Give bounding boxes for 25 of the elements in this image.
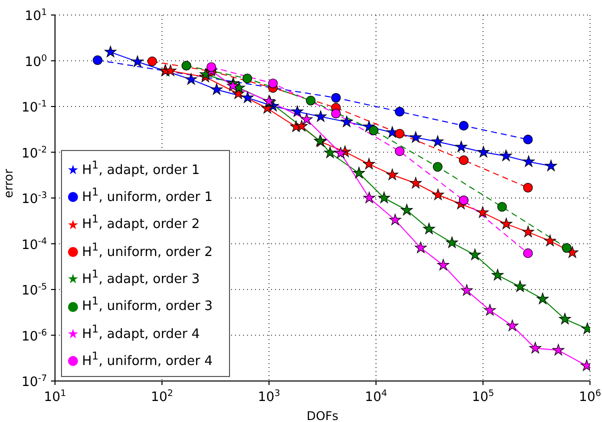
legend-label: H$^{1}$, adapt, order 1	[82, 158, 200, 178]
y-tick-label: 10$^{-7}$	[21, 374, 47, 390]
x-tick-label: 10$^{2}$	[150, 389, 174, 405]
x-tick-label: 10$^{4}$	[364, 389, 388, 405]
y-tick-label: 10$^{0}$	[24, 54, 48, 70]
x-tick-label: 10$^{1}$	[44, 389, 66, 405]
y-tick-label: 10$^{-4}$	[21, 236, 48, 253]
legend-label: H$^{1}$, uniform, order 3	[82, 295, 213, 314]
legend-label: H$^{1}$, adapt, order 2	[82, 213, 200, 232]
x-tick-label: 10$^{3}$	[258, 389, 280, 405]
y-tick-label: 10$^{1}$	[24, 8, 47, 24]
y-tick-label: 10$^{-1}$	[21, 100, 47, 116]
y-tick-label: 10$^{-6}$	[21, 328, 48, 344]
legend-label: H$^{1}$, adapt, order 3	[82, 268, 200, 288]
x-axis-title: DOFs	[306, 409, 338, 422]
y-tick-label: 10$^{-2}$	[21, 145, 47, 162]
y-tick-label: 10$^{-3}$	[21, 191, 47, 207]
x-tick-label: 10$^{5}$	[472, 389, 494, 405]
legend-label: H$^{1}$, uniform, order 1	[82, 186, 213, 206]
legend-label: H$^{1}$, uniform, order 2	[82, 240, 213, 260]
legend-label: H$^{1}$, adapt, order 4	[82, 322, 200, 342]
y-tick-label: 10$^{-5}$	[21, 282, 47, 298]
y-axis-title: error	[1, 168, 16, 198]
x-tick-label: 10$^{6}$	[578, 389, 602, 405]
legend-label: H$^{1}$, uniform, order 4	[82, 350, 213, 369]
